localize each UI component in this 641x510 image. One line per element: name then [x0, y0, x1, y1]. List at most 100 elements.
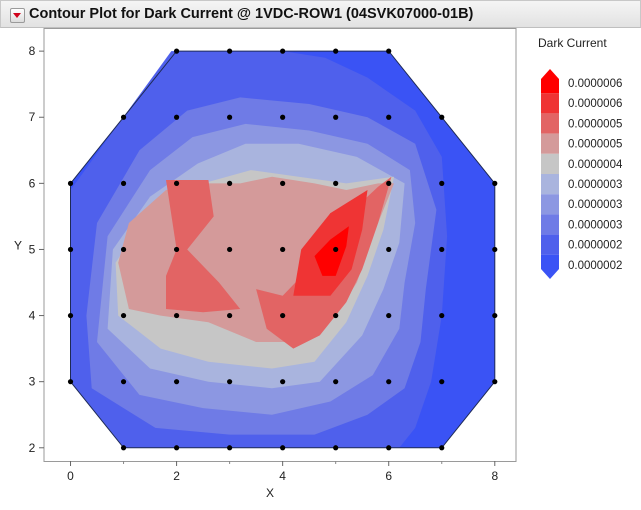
data-point: [386, 48, 392, 54]
data-point: [173, 445, 180, 451]
legend-swatch: [541, 174, 559, 195]
data-point: [280, 246, 286, 253]
data-point: [173, 114, 180, 120]
contour-band-7: [166, 180, 241, 313]
data-point: [333, 48, 339, 54]
data-point: [280, 312, 286, 319]
x-axis: 0 2 4 6 8: [67, 461, 498, 483]
data-point: [439, 379, 445, 385]
data-point: [386, 379, 392, 385]
data-point: [333, 114, 339, 120]
legend: 0.0000006 0.0000006 0.0000005 0.0000005 0.00…: [541, 69, 623, 279]
data-point: [333, 445, 339, 451]
data-point: [333, 379, 339, 385]
data-point: [439, 445, 445, 451]
data-points: [67, 48, 498, 451]
data-point: [492, 379, 498, 385]
data-point: [227, 180, 233, 186]
legend-label: 0.0000002: [568, 240, 622, 252]
data-point: [173, 246, 180, 253]
legend-swatch: [541, 194, 559, 215]
data-point: [227, 312, 233, 319]
y-tick-label: 3: [29, 375, 36, 389]
data-point: [227, 48, 233, 54]
x-tick-label: 6: [385, 469, 392, 483]
data-point: [333, 312, 339, 319]
legend-swatch: [541, 214, 559, 235]
y-tick-label: 6: [29, 176, 36, 190]
data-point: [67, 180, 74, 186]
legend-label: 0.0000006: [568, 98, 622, 110]
data-point: [386, 114, 392, 120]
data-point: [120, 114, 127, 120]
data-point: [227, 246, 233, 253]
legend-swatch: [541, 254, 559, 279]
legend-swatch: [541, 113, 559, 134]
contour-band-10: [314, 226, 349, 276]
data-point: [386, 180, 392, 186]
legend-label: 0.0000006: [568, 78, 622, 90]
data-point: [120, 312, 127, 319]
y-axis: 2 3 4 5 6 7 8: [29, 44, 44, 455]
y-tick-label: 4: [29, 309, 36, 323]
x-tick-label: 8: [491, 469, 498, 483]
x-tick-label: 4: [279, 469, 286, 483]
data-point: [173, 180, 180, 186]
legend-label: 0.0000003: [568, 199, 622, 211]
data-point: [227, 114, 233, 120]
data-point: [120, 445, 127, 451]
data-point: [492, 180, 498, 186]
x-tick-label: 0: [67, 469, 74, 483]
legend-swatch: [541, 69, 559, 94]
data-point: [333, 246, 339, 253]
y-tick-label: 2: [29, 441, 36, 455]
data-point: [173, 379, 180, 385]
data-point: [120, 180, 127, 186]
data-point: [439, 114, 445, 120]
legend-label: 0.0000005: [568, 139, 622, 151]
x-tick-label: 2: [173, 469, 180, 483]
legend-swatch: [541, 93, 559, 114]
data-point: [280, 180, 286, 186]
y-tick-label: 7: [29, 110, 36, 124]
data-point: [492, 312, 498, 319]
data-point: [280, 114, 286, 120]
data-point: [386, 312, 392, 319]
legend-label: 0.0000002: [568, 260, 622, 272]
data-point: [173, 312, 180, 319]
data-point: [120, 246, 127, 253]
y-tick-label: 8: [29, 44, 36, 58]
data-point: [173, 48, 180, 54]
data-point: [280, 48, 286, 54]
data-point: [280, 445, 286, 451]
red-triangle-menu-icon[interactable]: [10, 8, 25, 23]
legend-label: 0.0000005: [568, 118, 622, 130]
data-point: [280, 379, 286, 385]
data-point: [439, 312, 445, 319]
legend-label: 0.0000003: [568, 219, 622, 231]
legend-swatch: [541, 133, 559, 154]
data-point: [67, 246, 74, 253]
data-point: [439, 180, 445, 186]
legend-label: 0.0000004: [568, 159, 623, 171]
data-point: [386, 445, 392, 451]
data-point: [67, 312, 74, 319]
legend-swatch: [541, 153, 559, 174]
plot-title: Contour Plot for Dark Current @ 1VDC-ROW…: [29, 6, 474, 22]
x-axis-label: X: [266, 486, 274, 500]
legend-label: 0.0000003: [568, 179, 622, 191]
data-point: [120, 379, 127, 385]
data-point: [386, 246, 392, 253]
legend-title: Dark Current: [538, 36, 607, 50]
data-point: [227, 445, 233, 451]
legend-swatch: [541, 234, 559, 255]
outline-titlebar: Contour Plot for Dark Current @ 1VDC-ROW…: [0, 0, 641, 28]
y-axis-label: Y: [14, 238, 22, 252]
data-point: [67, 379, 74, 385]
data-point: [439, 246, 445, 253]
y-tick-label: 5: [29, 242, 36, 256]
data-point: [333, 180, 339, 186]
data-point: [227, 379, 233, 385]
